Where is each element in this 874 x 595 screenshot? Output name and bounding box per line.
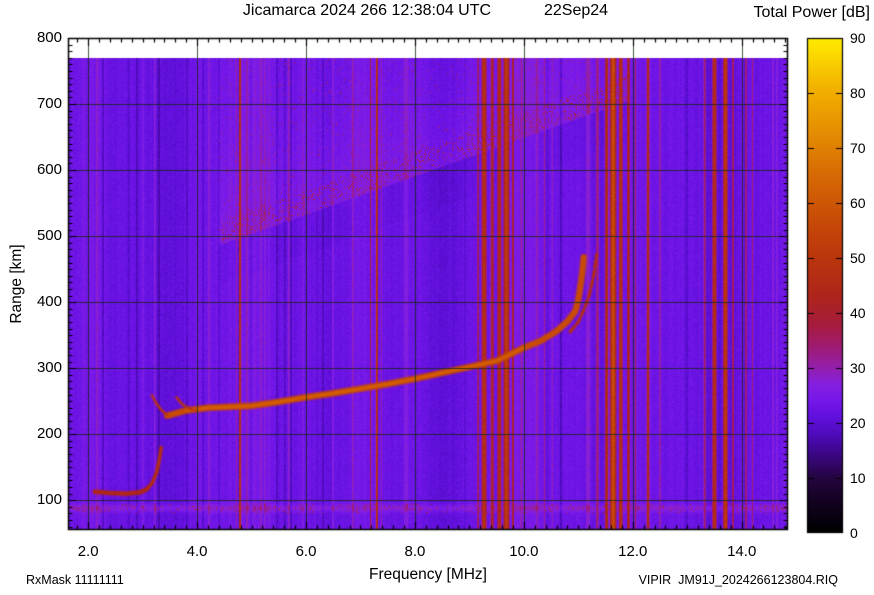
colorbar-title: Total Power [dB] xyxy=(753,4,871,21)
colorbar-tick-label: 70 xyxy=(850,140,866,156)
y-axis-tick-label: 600 xyxy=(36,161,62,179)
colorbar-tick-label: 30 xyxy=(850,360,866,376)
y-axis-tick-label: 300 xyxy=(36,359,62,377)
colorbar-tick-label: 0 xyxy=(850,525,858,541)
x-axis-tick-label: 8.0 xyxy=(404,543,426,560)
x-axis-tick-label: 14.0 xyxy=(727,543,757,560)
colorbar-tick-label: 90 xyxy=(850,30,866,46)
colorbar-tick-label: 10 xyxy=(850,470,866,486)
footer-filename: VIPIR JM91J_2024266123804.RIQ xyxy=(638,573,838,587)
y-axis-tick-label: 500 xyxy=(36,227,62,245)
colorbar-tick-label: 20 xyxy=(850,415,866,431)
colorbar-tick-label: 80 xyxy=(850,85,866,101)
colorbar-tick-label: 40 xyxy=(850,305,866,321)
x-axis-tick-label: 6.0 xyxy=(295,543,317,560)
x-axis-label: Frequency [MHz] xyxy=(368,566,487,583)
colorbar-tick-label: 60 xyxy=(850,195,866,211)
y-axis-tick-label: 700 xyxy=(36,95,62,113)
x-axis-tick-label: 4.0 xyxy=(186,543,208,560)
colorbar-tick-label: 50 xyxy=(850,250,866,266)
x-axis-tick-label: 10.0 xyxy=(509,543,539,560)
x-axis-tick-label: 2.0 xyxy=(77,543,99,560)
x-axis-tick-label: 12.0 xyxy=(618,543,648,560)
y-axis-tick-label: 800 xyxy=(36,29,62,46)
plot-date: 22Sep24 xyxy=(544,2,609,19)
y-axis-tick-label: 200 xyxy=(36,425,62,443)
y-axis-tick-label: 100 xyxy=(36,491,62,509)
y-axis-tick-label: 400 xyxy=(36,293,62,311)
footer-rxmask: RxMask 11111111 xyxy=(26,573,124,587)
plot-title: Jicamarca 2024 266 12:38:04 UTC xyxy=(242,2,492,19)
